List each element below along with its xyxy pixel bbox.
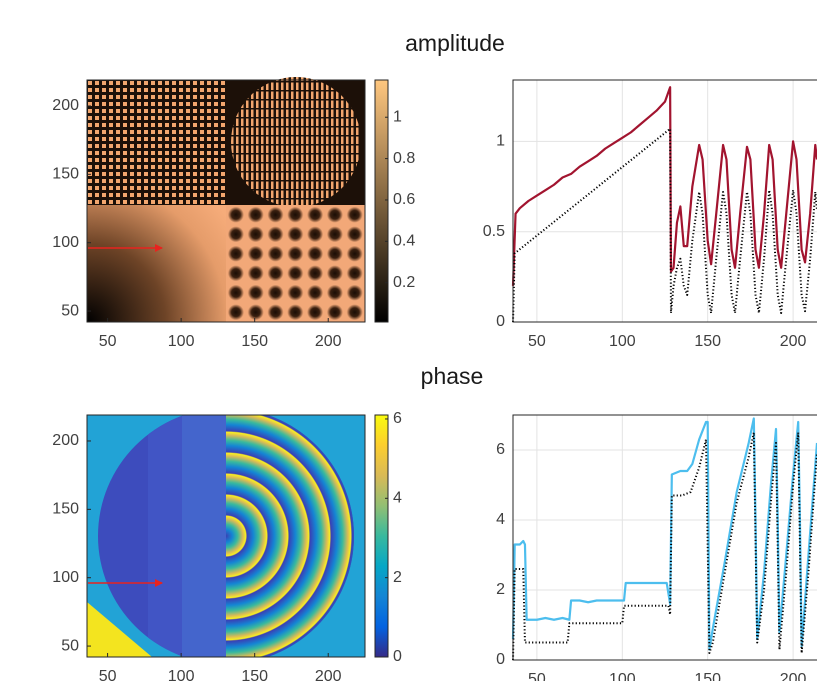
colorbar-tick-label: 2	[393, 569, 402, 586]
x-tick-label: 200	[315, 333, 342, 350]
x-tick-label: 100	[168, 668, 195, 681]
axes-box	[512, 414, 817, 661]
x-tick-label: 150	[241, 668, 268, 681]
x-tick-label: 50	[528, 671, 546, 681]
y-tick-label: 200	[52, 97, 79, 114]
phase-image	[87, 415, 365, 657]
x-tick-label: 50	[99, 668, 117, 681]
y-tick-label: 100	[52, 234, 79, 251]
axes-box	[86, 414, 366, 658]
x-tick-label: 100	[168, 333, 195, 350]
y-tick-label: 1	[496, 133, 505, 150]
data-line	[511, 86, 817, 286]
y-tick-label: 4	[496, 511, 505, 528]
colorbar-tick-label: 0.8	[393, 150, 415, 167]
colorbar	[374, 414, 389, 658]
y-tick-label: 0.5	[483, 223, 505, 240]
colorbar-tick-label: 4	[393, 490, 402, 507]
amplitude-image	[87, 77, 365, 322]
data-line	[511, 417, 817, 651]
x-tick-label: 100	[609, 671, 636, 681]
y-tick-label: 150	[52, 166, 79, 183]
colorbar	[374, 79, 389, 323]
x-tick-label: 150	[694, 333, 721, 350]
colorbar-tick-label: 1	[393, 108, 402, 125]
y-tick-label: 2	[496, 581, 505, 598]
data-line	[512, 127, 817, 323]
x-tick-label: 100	[609, 333, 636, 350]
colorbar-tick-label: 0	[393, 648, 402, 665]
axes-box	[86, 79, 366, 323]
colorbar-tick-label: 6	[393, 410, 402, 427]
x-tick-label: 150	[241, 333, 268, 350]
axes-box	[512, 79, 817, 323]
panel-title: phase	[421, 363, 484, 389]
panel-title: amplitude	[405, 30, 505, 56]
y-tick-label: 0	[496, 651, 505, 668]
colorbar-tick-label: 0.6	[393, 191, 415, 208]
colorbar-tick-label: 0.2	[393, 274, 415, 291]
x-tick-label: 50	[99, 333, 117, 350]
y-tick-label: 0	[496, 313, 505, 330]
x-tick-label: 150	[694, 671, 721, 681]
data-line	[512, 431, 817, 661]
y-tick-label: 100	[52, 569, 79, 586]
x-tick-label: 200	[780, 671, 807, 681]
colorbar-tick-label: 0.4	[393, 233, 415, 250]
y-tick-label: 200	[52, 432, 79, 449]
y-tick-label: 50	[61, 302, 79, 319]
y-tick-label: 150	[52, 501, 79, 518]
x-tick-label: 200	[315, 668, 342, 681]
x-tick-label: 50	[528, 333, 546, 350]
y-tick-label: 6	[496, 441, 505, 458]
y-tick-label: 50	[61, 637, 79, 654]
x-tick-label: 200	[780, 333, 807, 350]
